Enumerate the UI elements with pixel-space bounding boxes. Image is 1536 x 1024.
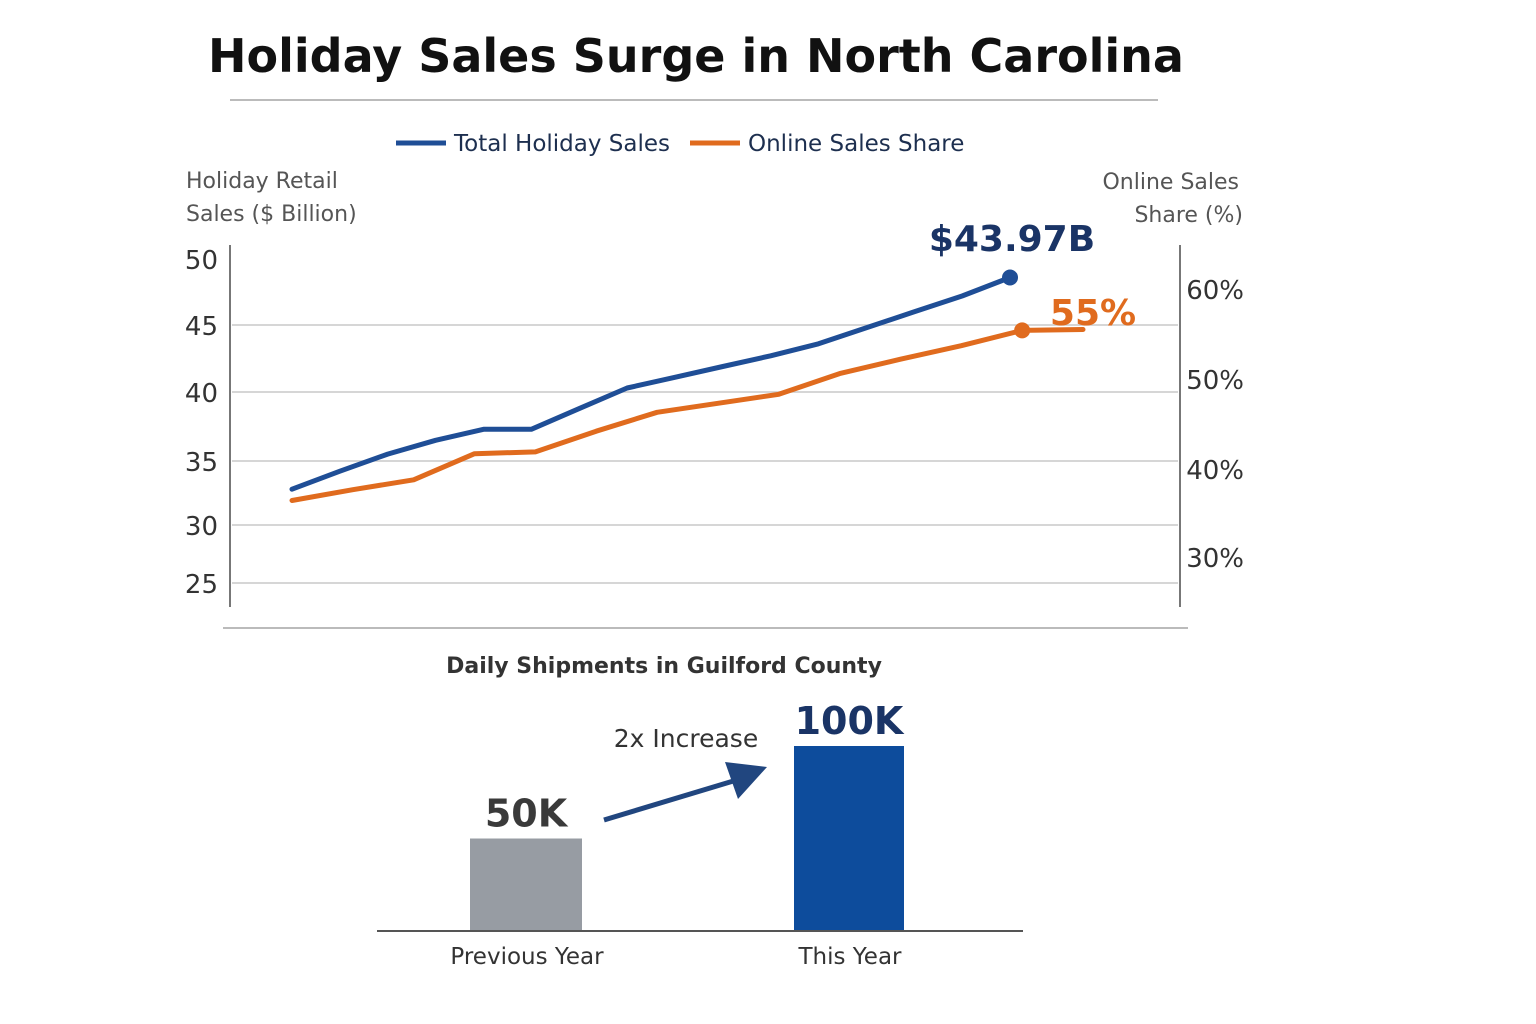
legend-label-total-sales: Total Holiday Sales bbox=[453, 131, 670, 157]
chart-title: Holiday Sales Surge in North Carolina bbox=[208, 29, 1184, 83]
bar-series: 50K Previous Year 100K This Year bbox=[450, 699, 905, 970]
bar-category-label: Previous Year bbox=[450, 944, 604, 970]
gridlines bbox=[232, 324, 1178, 584]
legend-label-online-share: Online Sales Share bbox=[748, 131, 964, 157]
left-tick-label: 40 bbox=[185, 379, 218, 409]
line-series bbox=[289, 269, 1086, 503]
left-tick-label: 50 bbox=[185, 246, 218, 276]
series-line-0 bbox=[289, 275, 1013, 492]
bar-1 bbox=[794, 746, 904, 931]
left-tick-label: 25 bbox=[185, 570, 218, 600]
series-end-marker-0 bbox=[1002, 269, 1018, 286]
bar-0 bbox=[470, 838, 582, 931]
left-tick-label: 30 bbox=[185, 512, 218, 542]
right-axis-ticks: 60% 50% 40% 30% bbox=[1186, 276, 1244, 574]
right-tick-label: 50% bbox=[1186, 366, 1244, 396]
increase-arrow-shaft bbox=[603, 776, 741, 823]
total-sales-callout: $43.97B bbox=[929, 219, 1095, 260]
series-line-1 bbox=[289, 327, 1086, 503]
left-axis-title-line1: Holiday Retail bbox=[186, 169, 338, 194]
left-tick-label: 45 bbox=[185, 312, 218, 342]
increase-arrow-head bbox=[725, 762, 767, 799]
online-share-callout: 55% bbox=[1050, 293, 1136, 334]
right-tick-label: 30% bbox=[1186, 544, 1244, 574]
right-axis-title-line1: Online Sales bbox=[1102, 170, 1239, 195]
bar-value-label: 50K bbox=[485, 792, 569, 836]
left-tick-label: 35 bbox=[185, 448, 218, 478]
increase-annotation: 2x Increase bbox=[614, 724, 758, 753]
right-axis-title-line2: Share (%) bbox=[1134, 203, 1243, 228]
increase-arrow-icon bbox=[603, 762, 767, 823]
series-end-marker-1 bbox=[1014, 322, 1031, 339]
right-tick-label: 60% bbox=[1186, 276, 1244, 306]
bar-category-label: This Year bbox=[797, 944, 902, 970]
left-axis-title-line2: Sales ($ Billion) bbox=[186, 202, 357, 227]
left-axis-title: Holiday Retail Sales ($ Billion) bbox=[186, 169, 357, 227]
legend: Total Holiday Sales Online Sales Share bbox=[396, 131, 964, 157]
bar-chart-title: Daily Shipments in Guilford County bbox=[446, 654, 882, 679]
left-axis-ticks: 50 45 40 35 30 25 bbox=[185, 246, 218, 600]
bar-value-label: 100K bbox=[795, 699, 905, 743]
right-axis-title: Online Sales Share (%) bbox=[1102, 170, 1246, 228]
right-tick-label: 40% bbox=[1186, 456, 1244, 486]
